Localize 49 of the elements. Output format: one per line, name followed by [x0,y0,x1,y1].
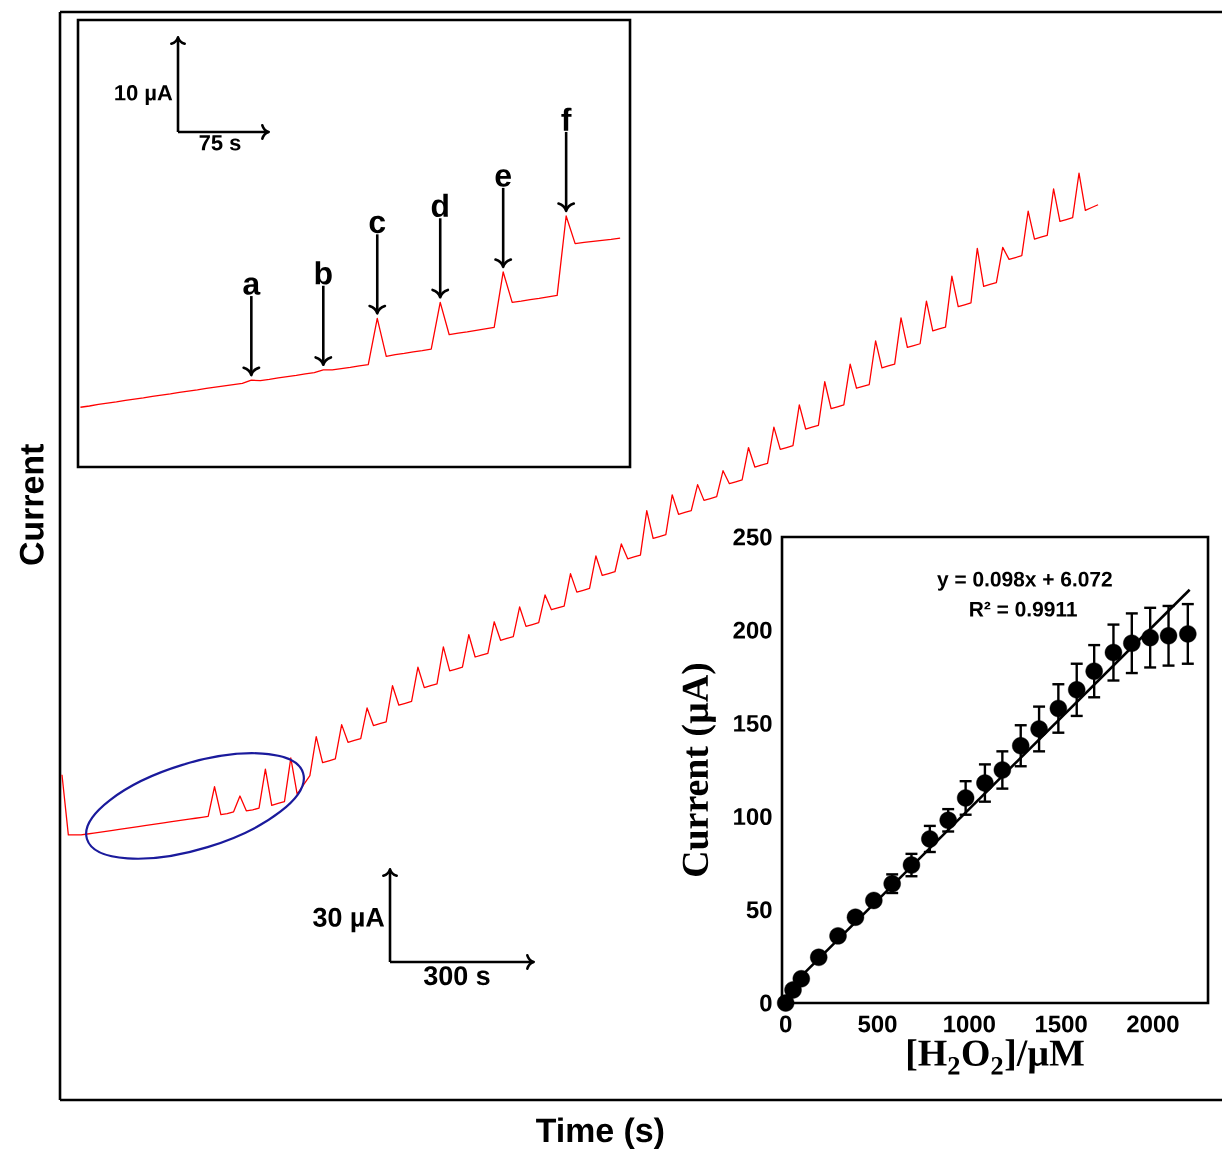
y-tick-label: 100 [734,808,772,826]
annotation: 300 s [423,966,490,986]
point [921,830,939,848]
point [810,948,828,966]
point [1068,681,1086,699]
x-tick-label: 2000 [1127,1015,1179,1033]
point [865,891,883,910]
text: f [561,107,572,131]
y-axis-title: Current (µA) [681,663,716,876]
point [1012,737,1030,755]
annotation: y = 0.098x + 6.072 [937,571,1112,591]
y-tick-label: 150 [734,714,772,732]
point [993,761,1012,779]
x-tick-label: 1000 [944,1015,995,1033]
point [1123,634,1141,652]
point [939,811,957,829]
annotation: d [431,193,448,218]
annotation: R² = 0.9911 [970,601,1077,617]
x-axis-title: Time (s) [536,1117,664,1150]
text: 75 s [199,135,241,151]
point [1085,662,1103,680]
point [1179,625,1197,643]
annotation: a [243,277,261,295]
point [846,908,865,926]
annotation: 30 µA [313,907,385,933]
point [1159,627,1178,645]
x-tick-label: 0 [779,1015,792,1033]
point [976,774,994,792]
y-tick-label: 200 [733,621,772,639]
point [1030,720,1048,738]
point [1049,699,1068,718]
point [792,970,810,988]
text: 10 µA [115,85,173,105]
x-tick-label: 500 [858,1015,897,1033]
point [1104,643,1123,662]
annotation: b [315,261,332,285]
point [1141,628,1159,647]
point [902,856,921,874]
annotation: c [369,215,386,234]
point [956,789,975,807]
annotation: e [495,169,511,187]
y-tick-label: 250 [733,528,772,546]
point [829,927,847,945]
y-tick-label: 50 [746,901,772,919]
y-tick-label: 0 [760,994,772,1012]
point [777,994,795,1012]
x-axis-title: [H$_{2}$O$_{2}$]/µM [907,1039,1084,1075]
x-tick-label: 1500 [1036,1015,1087,1033]
y-axis-title: Current [19,444,44,565]
